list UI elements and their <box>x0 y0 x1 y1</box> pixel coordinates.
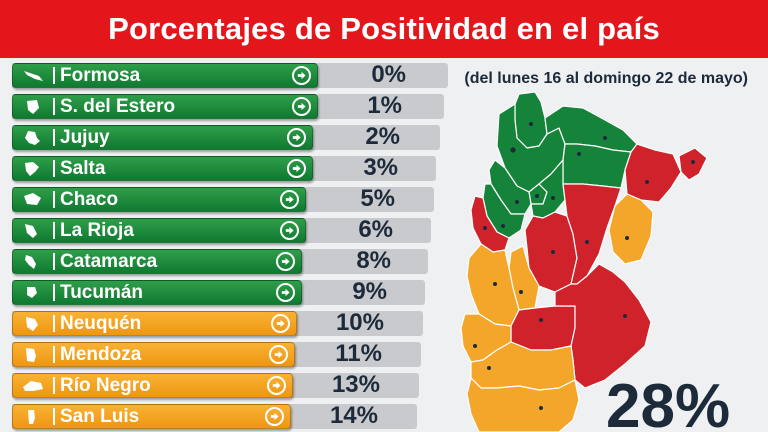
total-percent: 28% <box>606 372 731 432</box>
province-pill[interactable]: Río Negro <box>12 373 293 398</box>
arrow-right-icon[interactable] <box>265 407 284 426</box>
province-percent: 5% <box>360 185 395 212</box>
separator <box>53 253 55 270</box>
province-name: Tucumán <box>60 281 144 303</box>
province-row: La Rioja 6% <box>0 216 440 243</box>
province-pill[interactable]: San Luis <box>12 404 291 429</box>
province-name: Río Negro <box>60 374 151 396</box>
province-percent: 10% <box>335 309 384 336</box>
province-row: Catamarca 8% <box>0 247 440 274</box>
arrow-right-icon[interactable] <box>280 221 299 240</box>
arrow-right-icon[interactable] <box>267 376 286 395</box>
province-row: Río Negro 13% <box>0 371 440 398</box>
province-shape-icon <box>13 125 53 150</box>
province-name: Formosa <box>60 64 141 86</box>
province-shape-icon <box>13 249 53 274</box>
province-percent: 1% <box>367 92 402 119</box>
province-pill[interactable]: Neuquén <box>12 311 297 336</box>
arrow-right-icon[interactable] <box>292 66 311 85</box>
separator <box>53 408 55 425</box>
separator <box>53 129 55 146</box>
province-row: Mendoza 11% <box>0 340 440 367</box>
province-name: Neuquén <box>60 312 142 334</box>
arrow-right-icon[interactable] <box>276 252 295 271</box>
province-shape-icon <box>13 373 53 398</box>
province-percent: 2% <box>365 123 400 150</box>
arrow-right-icon[interactable] <box>287 159 306 178</box>
province-shape-icon <box>13 280 53 305</box>
province-row: S. del Estero 1% <box>0 92 444 119</box>
argentina-map-icon <box>460 91 708 432</box>
province-shape-icon <box>13 94 53 119</box>
arrow-right-icon[interactable] <box>271 314 290 333</box>
province-row: Neuquén 10% <box>0 309 440 336</box>
arrow-right-icon[interactable] <box>287 128 306 147</box>
separator <box>53 160 55 177</box>
province-shape-icon <box>13 404 53 429</box>
province-percent: 13% <box>331 371 380 398</box>
page-title: Porcentajes de Positividad en el país <box>108 11 660 46</box>
separator <box>53 191 55 208</box>
province-percent: 11% <box>335 340 382 367</box>
province-row: San Luis 14% <box>0 402 440 429</box>
map-region-jujuy <box>514 91 548 149</box>
province-row: Formosa 0% <box>0 61 448 88</box>
province-shape-icon <box>13 63 53 88</box>
province-shape-icon <box>13 342 53 367</box>
map-region-buenos-aires <box>554 263 652 389</box>
province-shape-icon <box>13 156 53 181</box>
province-shape-icon <box>13 218 53 243</box>
province-pill[interactable]: S. del Estero <box>12 94 318 119</box>
province-name: Salta <box>60 157 106 179</box>
province-pill[interactable]: Mendoza <box>12 342 295 367</box>
separator <box>53 315 55 332</box>
province-name: Jujuy <box>60 126 110 148</box>
province-name: La Rioja <box>60 219 134 241</box>
period-label: (del lunes 16 al domingo 22 de mayo) <box>464 70 748 87</box>
separator <box>53 98 55 115</box>
map-region-chubut <box>466 377 580 432</box>
province-row: Jujuy 2% <box>0 123 440 150</box>
separator <box>53 377 55 394</box>
province-shape-icon <box>13 311 53 336</box>
province-percent: 0% <box>371 61 406 88</box>
province-name: San Luis <box>60 405 140 427</box>
province-pill[interactable]: Formosa <box>12 63 318 88</box>
arrow-right-icon[interactable] <box>269 345 288 364</box>
map-region-entre-rios <box>608 193 654 265</box>
province-pill[interactable]: La Rioja <box>12 218 306 243</box>
province-row: Salta 3% <box>0 154 440 181</box>
province-pill[interactable]: Tucumán <box>12 280 302 305</box>
province-name: S. del Estero <box>60 95 176 117</box>
province-shape-icon <box>13 187 53 212</box>
separator <box>53 222 55 239</box>
province-row: Tucumán 9% <box>0 278 440 305</box>
arrow-right-icon[interactable] <box>292 97 311 116</box>
province-percent: 9% <box>352 278 387 305</box>
map-region-chaco <box>562 143 632 189</box>
arrow-right-icon[interactable] <box>280 190 299 209</box>
province-name: Mendoza <box>60 343 142 365</box>
province-list: Formosa 0% S. del Estero 1% Jujuy 2% Salta 3% Ch… <box>0 61 448 432</box>
separator <box>53 67 55 84</box>
separator <box>53 346 55 363</box>
province-percent: 14% <box>329 402 378 429</box>
province-percent: 6% <box>358 216 393 243</box>
province-pill[interactable]: Jujuy <box>12 125 313 150</box>
province-row: Chaco 5% <box>0 185 440 212</box>
map-region-la-pampa <box>510 305 576 351</box>
province-percent: 8% <box>356 247 391 274</box>
arrow-right-icon[interactable] <box>276 283 295 302</box>
province-name: Catamarca <box>60 250 158 272</box>
province-pill[interactable]: Chaco <box>12 187 306 212</box>
map-region-santa-fe <box>562 183 622 285</box>
separator <box>53 284 55 301</box>
map-capital-dots <box>473 122 695 410</box>
header-banner: Porcentajes de Positividad en el país <box>0 0 768 58</box>
province-name: Chaco <box>60 188 119 210</box>
province-pill[interactable]: Catamarca <box>12 249 302 274</box>
province-percent: 3% <box>363 154 398 181</box>
province-pill[interactable]: Salta <box>12 156 313 181</box>
map-region-corrientes <box>624 143 682 203</box>
